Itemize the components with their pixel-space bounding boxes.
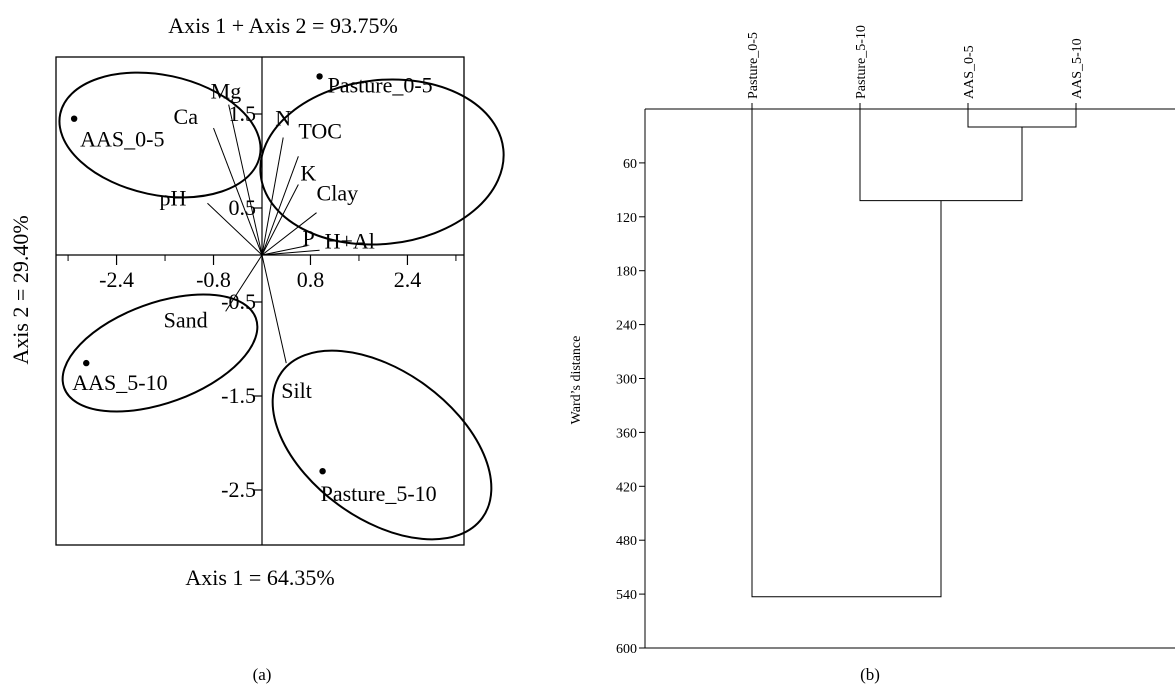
- dendrogram-links: [751, 109, 1077, 598]
- pca-title: Axis 1 + Axis 2 = 93.75%: [168, 13, 398, 38]
- loading-label: N: [275, 106, 291, 131]
- pca-biplot: Axis 1 + Axis 2 = 93.75% Axis 1 = 64.35%…: [8, 13, 505, 684]
- dendrogram-leaf-label: AAS_5-10: [1070, 38, 1085, 99]
- dendrogram-leaf-label: AAS_0-5: [962, 45, 977, 99]
- dendrogram-y-axis-label: Ward’s distance: [569, 336, 584, 425]
- loading-label: Sand: [164, 307, 208, 332]
- loading-vector-h-al: [261, 249, 320, 256]
- sample-point-label: Pasture_5-10: [321, 481, 437, 506]
- pca-y-tick-label: -1.5: [221, 383, 256, 408]
- pca-plot-frame: [55, 56, 465, 546]
- loading-label: K: [300, 161, 316, 186]
- loading-vector-toc: [261, 156, 299, 256]
- dendrogram-leaf-label: Pasture_5-10: [854, 25, 869, 99]
- panel-a-label: (a): [253, 665, 272, 684]
- pca-y-tick-label: -2.5: [221, 477, 256, 502]
- panel-b-label: (b): [860, 665, 880, 684]
- dendrogram-y-tick-label: 540: [616, 588, 637, 603]
- loading-label: Clay: [317, 181, 359, 206]
- loading-label: Mg: [211, 79, 242, 104]
- dendrogram-y-tick-label: 360: [616, 426, 637, 441]
- dendrogram-y-tick-label: 120: [616, 211, 637, 226]
- pca-points: Pasture_0-5 AAS_0-5 AAS_5-10 Pasture_5-10: [70, 72, 437, 506]
- dendrogram-y-tick-label: 240: [616, 319, 637, 334]
- sample-point: [319, 468, 326, 475]
- loading-label: pH: [159, 185, 186, 210]
- dendrogram-y-tick-label: 480: [616, 534, 637, 549]
- loading-vector-ph: [207, 202, 263, 256]
- ellipse-pasture-5-10: [271, 349, 493, 541]
- loading-label: Ca: [174, 104, 199, 129]
- loading-vector-k: [261, 184, 299, 256]
- dendrogram-leaf-label: Pasture_0-5: [746, 32, 761, 99]
- pca-ellipses: [58, 71, 505, 541]
- loading-label: Silt: [281, 378, 312, 403]
- dendrogram-y-tick-label: 180: [616, 265, 637, 280]
- loading-vector-p: [261, 245, 308, 256]
- ellipse-pasture-0-5: [259, 78, 505, 246]
- sample-point-label: AAS_0-5: [80, 127, 164, 152]
- sample-point: [70, 115, 78, 122]
- ellipse-aas-0-5: [58, 71, 262, 199]
- loading-vector-mg: [228, 104, 263, 256]
- dendrogram-y-tick-label: 600: [616, 642, 637, 657]
- loading-vector-ca: [213, 127, 263, 256]
- pca-x-tick-label: 2.4: [394, 267, 422, 292]
- loading-vector-silt: [261, 254, 287, 364]
- loading-label: P: [302, 226, 314, 251]
- ellipse-aas-5-10: [61, 293, 259, 413]
- dendrogram-y-tick-label: 420: [616, 480, 637, 495]
- sample-point-label: Pasture_0-5: [328, 72, 433, 97]
- loading-vector-sand: [225, 254, 263, 312]
- dendrogram-y-tick-label: 60: [623, 157, 637, 172]
- pca-ticks: -2.4 -0.8 0.8 2.41.50.5-0.5-1.5-2.5: [67, 101, 457, 502]
- loading-vector-clay: [261, 212, 317, 256]
- dendrogram-y-tick-label: 300: [616, 373, 637, 388]
- sample-point: [316, 73, 323, 80]
- dendrogram-ticks: 60 120 180 240 300 360 420 480 540 600: [616, 157, 645, 657]
- pca-y-axis-label: Axis 2 = 29.40%: [8, 215, 33, 364]
- pca-x-tick-label: 0.8: [297, 267, 325, 292]
- sample-point: [83, 359, 90, 367]
- pca-x-axis-label: Axis 1 = 64.35%: [185, 565, 334, 590]
- pca-x-tick-label: -0.8: [196, 267, 231, 292]
- dendrogram: Ward’s distance (b) 60 120 180 240 300 360 420…: [569, 25, 1175, 684]
- dendrogram-leaf-labels: Pasture_0-5 Pasture_5-10 AAS_0-5 AAS_5-10: [746, 25, 1085, 109]
- pca-x-tick-label: -2.4: [99, 267, 134, 292]
- loading-vector-n: [261, 137, 284, 256]
- loading-label: TOC: [298, 118, 342, 143]
- dendrogram-link-pasture-5-10: [859, 109, 1023, 202]
- dendrogram-link-aas: [967, 109, 1077, 128]
- dendrogram-link-root: [751, 109, 942, 598]
- loading-label: H+Al: [325, 228, 375, 253]
- sample-point-label: AAS_5-10: [72, 370, 167, 395]
